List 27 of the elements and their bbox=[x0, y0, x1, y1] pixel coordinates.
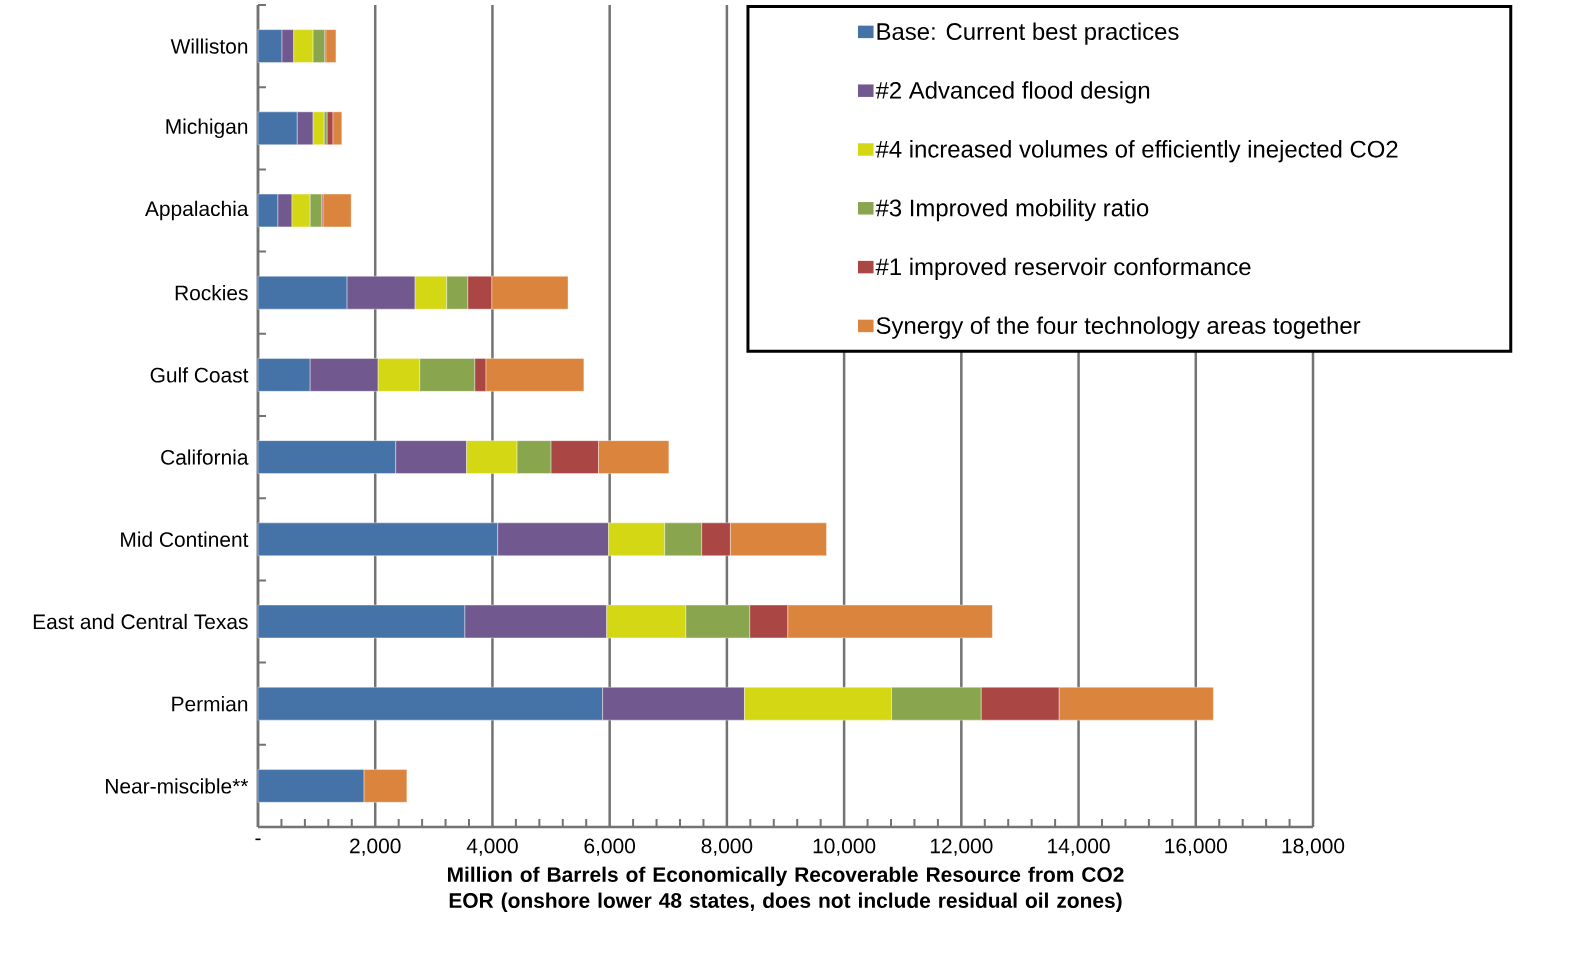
x-tick-label: 4,000 bbox=[466, 838, 518, 856]
legend-label: Base: Current best practices bbox=[877, 22, 1179, 45]
y-tick-label: Permian bbox=[172, 696, 248, 712]
legend-label: #1 improved reservoir conformance bbox=[875, 257, 1251, 280]
y-tick-label: East and Central Texas bbox=[33, 613, 248, 630]
y-tick-label: Gulf Coast bbox=[150, 367, 249, 383]
legend-label: #2 Advanced flood design bbox=[875, 81, 1150, 104]
y-tick-label: Williston bbox=[170, 38, 248, 54]
legend-label: Synergy of the four technology areas together bbox=[876, 316, 1361, 339]
y-tick-label: Appalachia bbox=[145, 200, 249, 221]
x-tick-label: - bbox=[255, 838, 261, 841]
x-axis-title: Million of Barrels of Economically Recoverable Resource from CO2 EOR (onshore lower 48 states, does not include residual oil zones) bbox=[448, 866, 1124, 913]
x-tick-label: 6,000 bbox=[584, 838, 636, 856]
x-tick-label: 12,000 bbox=[930, 838, 993, 856]
y-tick-label: Near-miscible** bbox=[106, 778, 249, 794]
y-tick-label: Rockies bbox=[175, 285, 248, 301]
x-tick-label: 10,000 bbox=[813, 838, 876, 856]
x-tick-label: 2,000 bbox=[350, 838, 401, 856]
y-tick-label: California bbox=[161, 449, 249, 465]
x-tick-label: 14,000 bbox=[1048, 838, 1110, 856]
x-tick-label: 8,000 bbox=[701, 838, 753, 856]
legend-label: #3 Improved mobility ratio bbox=[875, 198, 1149, 222]
x-tick-label: 16,000 bbox=[1165, 838, 1227, 856]
legend-label: #4 increased volumes of efficiently inejected CO2 bbox=[875, 140, 1398, 163]
x-tick-label: 18,000 bbox=[1282, 838, 1345, 856]
y-tick-label: Mid Continent bbox=[121, 531, 249, 547]
y-tick-label: Michigan bbox=[166, 118, 248, 139]
